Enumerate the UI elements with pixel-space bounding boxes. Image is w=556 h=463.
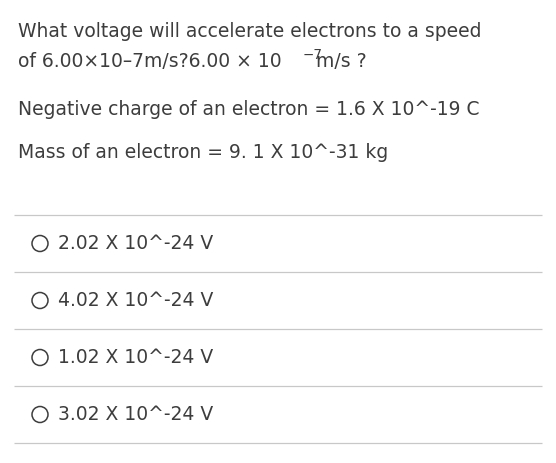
Text: Mass of an electron = 9. 1 X 10^-31 kg: Mass of an electron = 9. 1 X 10^-31 kg	[18, 143, 388, 162]
Text: −7: −7	[303, 48, 323, 62]
Text: 4.02 X 10^-24 V: 4.02 X 10^-24 V	[58, 291, 214, 310]
Text: 1.02 X 10^-24 V: 1.02 X 10^-24 V	[58, 348, 214, 367]
Text: 3.02 X 10^-24 V: 3.02 X 10^-24 V	[58, 405, 214, 424]
Text: Negative charge of an electron = 1.6 X 10^-19 C: Negative charge of an electron = 1.6 X 1…	[18, 100, 479, 119]
Text: m/s ?: m/s ?	[316, 52, 366, 71]
Text: of 6.00×10–7m/s?6.00 × 10: of 6.00×10–7m/s?6.00 × 10	[18, 52, 282, 71]
Text: What voltage will accelerate electrons to a speed: What voltage will accelerate electrons t…	[18, 22, 481, 41]
Text: 2.02 X 10^-24 V: 2.02 X 10^-24 V	[58, 234, 214, 253]
